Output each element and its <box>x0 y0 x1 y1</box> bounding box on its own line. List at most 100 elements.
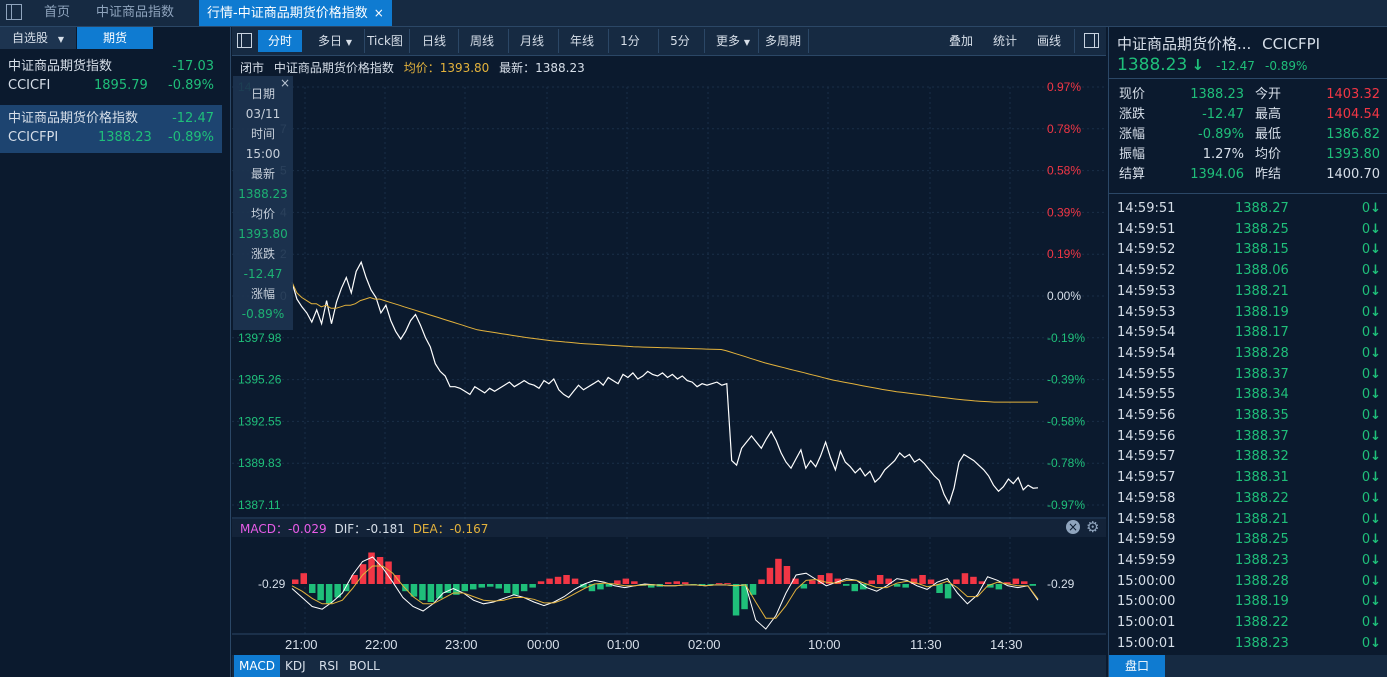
tab-ccic-index[interactable]: 中证商品指数 <box>88 0 182 26</box>
tab-futures[interactable]: 期货 <box>77 27 153 49</box>
tick-price: 1388.34 <box>1235 387 1289 403</box>
tab-monthly[interactable]: 月线 <box>519 34 544 48</box>
tick-row[interactable]: 14:59:53 1388.19 0↓ <box>1117 303 1381 324</box>
tick-row[interactable]: 14:59:59 1388.23 0↓ <box>1117 551 1381 572</box>
tick-volume: 0↓ <box>1362 199 1381 220</box>
close-icon[interactable]: × <box>373 6 384 20</box>
tick-row[interactable]: 14:59:51 1388.27 0↓ <box>1117 199 1381 220</box>
tick-row[interactable]: 14:59:53 1388.21 0↓ <box>1117 282 1381 303</box>
tab-multiday[interactable]: 多日 ▼ <box>310 30 360 52</box>
quote-pct: -0.89% <box>1265 59 1308 73</box>
average-line <box>291 281 1038 403</box>
arrow-down-icon: ↓ <box>1191 56 1205 74</box>
close-icon[interactable]: × <box>279 76 290 90</box>
tab-quote-active[interactable]: 行情-中证商品期货价格指数 × <box>199 0 392 26</box>
macd-bar <box>927 579 935 584</box>
macd-bar <box>944 584 952 599</box>
price-chart[interactable]: 1397.981395.261392.551389.831387.1114754… <box>232 56 1106 676</box>
overlay-button[interactable]: 叠加 <box>948 34 973 48</box>
y-tick-label-right: 0.19% <box>1047 247 1081 261</box>
tick-row[interactable]: 14:59:55 1388.34 0↓ <box>1117 385 1381 406</box>
close-icon[interactable]: × <box>1066 520 1080 534</box>
macd-bar <box>978 581 986 584</box>
tick-row[interactable]: 15:00:00 1388.19 0↓ <box>1117 592 1381 613</box>
tick-row[interactable]: 14:59:57 1388.31 0↓ <box>1117 468 1381 489</box>
gear-icon[interactable]: ⚙ <box>1086 518 1100 536</box>
macd-bar <box>419 584 426 601</box>
macd-bar <box>1021 581 1028 584</box>
y-tick-label-left: 1392.55 <box>238 414 282 428</box>
macd-bar <box>427 584 435 602</box>
list-item[interactable]: 中证商品期货指数 -17.03 CCICFI 1895.79 -0.89% <box>0 55 222 97</box>
tick-row[interactable]: 14:59:58 1388.21 0↓ <box>1117 510 1381 531</box>
tab-5min[interactable]: 5分 <box>670 34 690 48</box>
tab-yearly[interactable]: 年线 <box>569 34 594 48</box>
tick-time: 15:00:00 <box>1117 594 1176 610</box>
tab-kdj[interactable]: KDJ <box>285 659 306 673</box>
tab-1min[interactable]: 1分 <box>620 34 640 48</box>
panel-toggle-icon[interactable] <box>6 4 22 20</box>
tab-watchlist[interactable]: 自选股 ▼ <box>0 27 76 49</box>
macd-bar <box>580 584 587 588</box>
tab-boll[interactable]: BOLL <box>349 659 380 673</box>
macd-bar <box>936 584 943 593</box>
tab-macd[interactable]: MACD <box>234 655 280 677</box>
macd-bar <box>766 567 774 584</box>
tooltip-label-date: 日期 <box>250 87 275 101</box>
sidebar-toggle-right-icon[interactable] <box>1084 33 1099 48</box>
tick-row[interactable]: 14:59:58 1388.22 0↓ <box>1117 489 1381 510</box>
tab-orderbook[interactable]: 盘口 <box>1109 655 1165 677</box>
tick-row[interactable]: 14:59:59 1388.25 0↓ <box>1117 530 1381 551</box>
tooltip-date: 03/11 <box>245 107 281 121</box>
macd-bar <box>563 575 570 584</box>
stat-label: 振幅 <box>1119 147 1146 162</box>
draw-button[interactable]: 画线 <box>1036 34 1061 48</box>
list-item-change: -12.47 <box>172 111 214 126</box>
tick-row[interactable]: 14:59:54 1388.17 0↓ <box>1117 323 1381 344</box>
x-axis: 21:00 22:00 23:00 00:00 01:00 02:00 10:00 11:30… <box>285 637 1023 652</box>
tab-daily[interactable]: 日线 <box>421 34 446 48</box>
divider <box>558 29 559 53</box>
list-item-selected[interactable]: 中证商品期货价格指数 -12.47 CCICFPI 1388.23 -0.89% <box>0 105 222 153</box>
divider <box>508 29 509 53</box>
tick-row[interactable]: 14:59:56 1388.35 0↓ <box>1117 406 1381 427</box>
tab-tick[interactable]: Tick图 <box>367 34 403 48</box>
tick-row[interactable]: 14:59:55 1388.37 0↓ <box>1117 365 1381 386</box>
tick-row[interactable]: 14:59:57 1388.32 0↓ <box>1117 447 1381 468</box>
tab-multiperiod[interactable]: 多周期 <box>764 34 801 48</box>
stat-row: 结算 1394.06 昨结 1400.70 <box>1109 165 1387 185</box>
macd-bar <box>554 576 562 584</box>
tick-list[interactable]: 14:59:51 1388.27 0↓ 14:59:51 1388.25 0↓ 14:59:… <box>1109 199 1387 655</box>
tick-row[interactable]: 15:00:01 1388.22 0↓ <box>1117 613 1381 634</box>
macd-bar <box>309 584 316 593</box>
x-tick-label: 01:00 <box>607 637 640 652</box>
more-dropdown[interactable]: 更多 ▼ <box>710 30 756 52</box>
avg-price-label: 均价：1393.80 <box>403 61 490 75</box>
tick-time: 14:59:51 <box>1117 221 1176 237</box>
tab-home[interactable]: 首页 <box>36 0 78 26</box>
tick-row[interactable]: 14:59:51 1388.25 0↓ <box>1117 220 1381 241</box>
sidebar-toggle-icon[interactable] <box>237 33 252 48</box>
stats-button[interactable]: 统计 <box>992 34 1017 48</box>
stat-value: 1386.82 <box>1326 127 1380 142</box>
tooltip-label-change: 涨跌 <box>250 247 275 261</box>
tick-row[interactable]: 15:00:01 1388.23 0↓ <box>1117 634 1381 655</box>
tab-rsi[interactable]: RSI <box>319 659 339 673</box>
tick-volume-value: 0 <box>1361 428 1371 444</box>
macd-bar <box>843 584 850 586</box>
quote-stats: 现价 1388.23 今开 1403.32 涨跌 -12.47 最高 1404.54 涨幅 -0.… <box>1109 85 1387 187</box>
quote-name: 中证商品期货价格... <box>1117 35 1252 53</box>
tab-timeshare[interactable]: 分时 <box>258 30 302 52</box>
tick-row[interactable]: 14:59:56 1388.37 0↓ <box>1117 427 1381 448</box>
tick-row[interactable]: 15:00:00 1388.28 0↓ <box>1117 572 1381 593</box>
macd-bar <box>622 578 630 584</box>
tab-weekly[interactable]: 周线 <box>469 34 494 48</box>
tick-volume: 0↓ <box>1362 261 1381 282</box>
tick-time: 15:00:00 <box>1117 573 1176 589</box>
tick-row[interactable]: 14:59:52 1388.06 0↓ <box>1117 261 1381 282</box>
tick-volume: 0↓ <box>1362 551 1381 572</box>
macd-bar <box>342 584 350 592</box>
tick-volume: 0↓ <box>1362 220 1381 241</box>
tick-row[interactable]: 14:59:52 1388.15 0↓ <box>1117 240 1381 261</box>
tick-row[interactable]: 14:59:54 1388.28 0↓ <box>1117 344 1381 365</box>
